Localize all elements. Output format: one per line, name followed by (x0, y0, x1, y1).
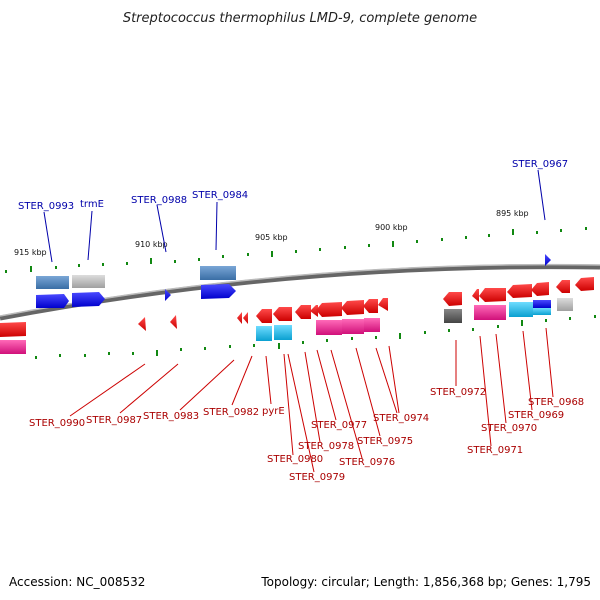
cds-reverse[interactable] (363, 299, 378, 313)
cog-box[interactable] (474, 305, 506, 320)
scale-labels: 915 kbp 910 kbp 905 kbp 900 kbp 895 kbp (14, 209, 529, 257)
cog-box[interactable] (200, 266, 236, 280)
forward-cds-track (36, 254, 551, 308)
cog-box[interactable] (533, 308, 551, 315)
gene-label[interactable]: STER_0988 (131, 195, 187, 206)
gene-label[interactable]: STER_0980 (267, 454, 323, 465)
cog-box[interactable] (274, 325, 292, 340)
gene-label[interactable]: STER_0976 (339, 457, 395, 468)
gene-label[interactable]: STER_0968 (528, 397, 584, 408)
cog-box[interactable] (316, 320, 342, 335)
cds-forward[interactable] (36, 294, 69, 308)
cds-reverse[interactable] (243, 312, 248, 324)
scale-label: 910 kbp (135, 240, 168, 249)
gene-label[interactable]: STER_0979 (289, 472, 345, 483)
gene-label[interactable]: STER_0990 (29, 418, 85, 429)
cds-reverse[interactable] (170, 315, 177, 329)
cog-box[interactable] (533, 300, 551, 308)
top-labels: STER_0993 trmE STER_0988 STER_0984 STER_… (18, 159, 568, 212)
cog-top-track (36, 266, 236, 289)
gene-label[interactable]: trmE (80, 199, 104, 210)
cds-forward[interactable] (72, 292, 105, 307)
cds-reverse[interactable] (575, 277, 594, 291)
cds-reverse[interactable] (378, 298, 388, 311)
cog-box[interactable] (72, 275, 105, 288)
cds-reverse[interactable] (443, 292, 462, 306)
gene-label[interactable]: STER_0975 (357, 436, 413, 447)
cds-reverse[interactable] (273, 307, 292, 321)
cds-reverse[interactable] (295, 305, 311, 319)
scale-label: 905 kbp (255, 233, 288, 242)
gene-label[interactable]: STER_0982 (203, 407, 259, 418)
gene-label[interactable]: STER_0987 (86, 415, 142, 426)
scale-label: 895 kbp (496, 209, 529, 218)
cds-reverse[interactable] (472, 289, 479, 302)
gene-label[interactable]: STER_0983 (143, 411, 199, 422)
map-title: Streptococcus thermophilus LMD-9, comple… (123, 11, 477, 26)
cds-reverse[interactable] (310, 305, 318, 317)
gene-label[interactable]: STER_0970 (481, 423, 537, 434)
cog-box[interactable] (256, 326, 272, 341)
cds-reverse[interactable] (531, 282, 549, 296)
cog-box[interactable] (342, 319, 364, 334)
gene-label[interactable]: STER_0969 (508, 410, 564, 421)
cds-reverse[interactable] (479, 288, 506, 302)
outer-scale-ticks (5, 227, 587, 273)
gene-label[interactable]: STER_0993 (18, 201, 74, 212)
scale-label: 900 kbp (375, 223, 408, 232)
bottom-leader-lines (69, 327, 554, 473)
cds-reverse[interactable] (507, 284, 532, 298)
cog-box[interactable] (557, 298, 573, 311)
gene-label[interactable]: STER_0971 (467, 445, 523, 456)
cog-bottom-track (0, 298, 573, 354)
bottom-labels: STER_0990 STER_0987 STER_0983 STER_0982 … (29, 387, 584, 483)
cds-reverse[interactable] (316, 302, 342, 317)
cds-forward[interactable] (201, 284, 236, 299)
gene-label[interactable]: STER_0978 (298, 441, 354, 452)
cds-reverse[interactable] (556, 280, 570, 293)
gene-label[interactable]: STER_0977 (311, 420, 367, 431)
inner-scale-ticks (35, 315, 596, 359)
cds-reverse[interactable] (0, 322, 26, 337)
cog-box[interactable] (509, 302, 533, 317)
cds-forward[interactable] (545, 254, 551, 266)
cog-box[interactable] (36, 276, 69, 289)
gene-label[interactable]: STER_0972 (430, 387, 486, 398)
cds-reverse[interactable] (237, 312, 242, 324)
cds-reverse[interactable] (138, 317, 146, 331)
gene-label[interactable]: pyrE (262, 406, 285, 417)
gene-label[interactable]: STER_0974 (373, 413, 429, 424)
cds-reverse[interactable] (341, 300, 364, 315)
cds-reverse[interactable] (256, 309, 272, 323)
gene-label[interactable]: STER_0967 (512, 159, 568, 170)
gene-label[interactable]: STER_0984 (192, 190, 248, 201)
cds-forward[interactable] (165, 289, 171, 301)
reverse-cds-track (0, 277, 594, 337)
cog-box[interactable] (0, 340, 26, 354)
scale-label: 915 kbp (14, 248, 47, 257)
topology-text: Topology: circular; Length: 1,856,368 bp… (260, 575, 591, 589)
cog-box[interactable] (444, 309, 462, 323)
top-leader-lines (43, 169, 546, 263)
accession-text: Accession: NC_008532 (9, 575, 145, 589)
cog-box[interactable] (364, 318, 380, 332)
